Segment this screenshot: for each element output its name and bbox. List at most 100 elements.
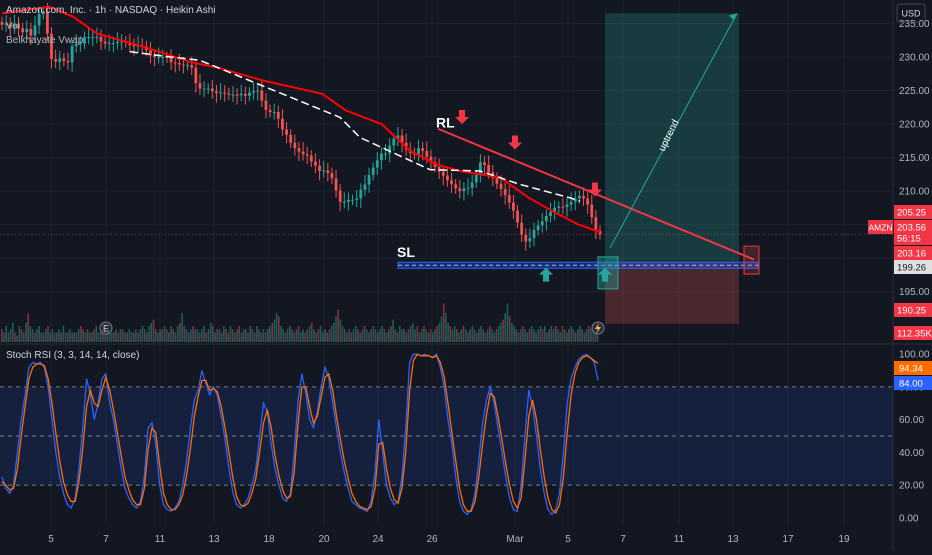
- candle-body[interactable]: [190, 65, 194, 68]
- candle-body[interactable]: [330, 173, 334, 179]
- candle-body[interactable]: [95, 36, 99, 38]
- candle-body[interactable]: [557, 206, 561, 208]
- candle-body[interactable]: [598, 230, 602, 235]
- price-badge[interactable]: [894, 220, 932, 234]
- candle-body[interactable]: [371, 167, 375, 176]
- stoch-rsi-k-line[interactable]: [1, 353, 599, 516]
- candle-body[interactable]: [417, 148, 420, 155]
- candle-body[interactable]: [153, 55, 156, 57]
- rsi-value-badge[interactable]: [894, 376, 932, 390]
- candle-body[interactable]: [536, 225, 540, 231]
- candle-body[interactable]: [45, 11, 49, 34]
- candle-body[interactable]: [421, 148, 425, 151]
- candle-body[interactable]: [507, 195, 511, 203]
- candle-body[interactable]: [503, 189, 507, 196]
- candle-body[interactable]: [83, 36, 86, 44]
- candle-body[interactable]: [586, 198, 590, 205]
- candle-body[interactable]: [582, 195, 585, 199]
- candle-body[interactable]: [50, 33, 53, 60]
- candle-body[interactable]: [272, 111, 276, 113]
- candle-body[interactable]: [479, 162, 482, 176]
- candle-body[interactable]: [487, 164, 491, 173]
- candle-body[interactable]: [165, 57, 169, 58]
- long-position-stop-zone[interactable]: [605, 262, 739, 324]
- candle-body[interactable]: [4, 23, 8, 25]
- candle-body[interactable]: [396, 135, 400, 139]
- candle-body[interactable]: [318, 165, 321, 171]
- candle-body[interactable]: [454, 184, 458, 189]
- candle-body[interactable]: [322, 170, 326, 172]
- candle-body[interactable]: [363, 184, 367, 190]
- candle-body[interactable]: [511, 202, 515, 211]
- candle-body[interactable]: [248, 92, 251, 96]
- stoch-rsi-d-line[interactable]: [1, 353, 599, 514]
- candle-body[interactable]: [342, 201, 346, 203]
- candle-body[interactable]: [149, 50, 152, 56]
- candle-body[interactable]: [281, 118, 284, 130]
- candle-body[interactable]: [334, 178, 338, 191]
- candle-body[interactable]: [326, 170, 330, 174]
- price-badge[interactable]: [894, 231, 932, 245]
- symbol-header[interactable]: Amazon.com, Inc. · 1h · NASDAQ · Heikin …: [6, 5, 216, 16]
- candle-body[interactable]: [569, 201, 573, 205]
- currency-badge[interactable]: [896, 3, 926, 23]
- candle-body[interactable]: [182, 64, 185, 66]
- candle-body[interactable]: [239, 93, 243, 96]
- candle-body[interactable]: [264, 100, 268, 110]
- candle-body[interactable]: [87, 36, 91, 38]
- candle-body[interactable]: [553, 207, 557, 212]
- candle-body[interactable]: [58, 58, 62, 62]
- candle-body[interactable]: [219, 92, 222, 94]
- candle-body[interactable]: [33, 25, 37, 36]
- price-badge[interactable]: [894, 260, 932, 274]
- candle-body[interactable]: [359, 189, 363, 199]
- price-badge[interactable]: [894, 246, 932, 260]
- candle-body[interactable]: [235, 94, 239, 96]
- candle-body[interactable]: [544, 215, 548, 222]
- candle-body[interactable]: [252, 91, 255, 93]
- candle-body[interactable]: [499, 183, 503, 190]
- candle-body[interactable]: [516, 210, 519, 223]
- candle-body[interactable]: [470, 182, 474, 188]
- price-badge[interactable]: [894, 205, 932, 219]
- candle-body[interactable]: [285, 129, 288, 135]
- candle-body[interactable]: [157, 57, 161, 58]
- candle-body[interactable]: [384, 153, 387, 155]
- candle-body[interactable]: [120, 41, 123, 43]
- candle-body[interactable]: [103, 41, 107, 44]
- candle-body[interactable]: [466, 187, 470, 189]
- candle-body[interactable]: [107, 42, 111, 44]
- candle-body[interactable]: [293, 142, 297, 149]
- stop-loss-zone[interactable]: [397, 261, 759, 269]
- candle-body[interactable]: [446, 175, 449, 181]
- candle-body[interactable]: [91, 36, 95, 38]
- candle-body[interactable]: [524, 234, 528, 242]
- candle-body[interactable]: [256, 90, 260, 92]
- candle-body[interactable]: [429, 156, 433, 163]
- candle-body[interactable]: [540, 221, 544, 226]
- candle-body[interactable]: [215, 91, 218, 94]
- candle-body[interactable]: [206, 88, 210, 90]
- candle-body[interactable]: [351, 199, 354, 201]
- candle-body[interactable]: [301, 151, 305, 155]
- indicator-vol-label[interactable]: Vol: [6, 21, 20, 32]
- candle-body[interactable]: [177, 63, 181, 65]
- candle-body[interactable]: [528, 238, 532, 242]
- candle-body[interactable]: [231, 94, 235, 96]
- candle-body[interactable]: [62, 58, 66, 62]
- candle-body[interactable]: [227, 93, 231, 95]
- candle-body[interactable]: [243, 93, 247, 96]
- price-badge[interactable]: [894, 326, 932, 340]
- candle-body[interactable]: [0, 22, 4, 25]
- candle-body[interactable]: [268, 109, 272, 112]
- candle-body[interactable]: [289, 134, 293, 143]
- candle-body[interactable]: [202, 88, 206, 90]
- candle-body[interactable]: [347, 199, 350, 202]
- candle-body[interactable]: [314, 161, 317, 166]
- candle-body[interactable]: [565, 204, 569, 208]
- candle-body[interactable]: [338, 190, 342, 202]
- candle-body[interactable]: [276, 111, 280, 119]
- candle-body[interactable]: [74, 43, 78, 47]
